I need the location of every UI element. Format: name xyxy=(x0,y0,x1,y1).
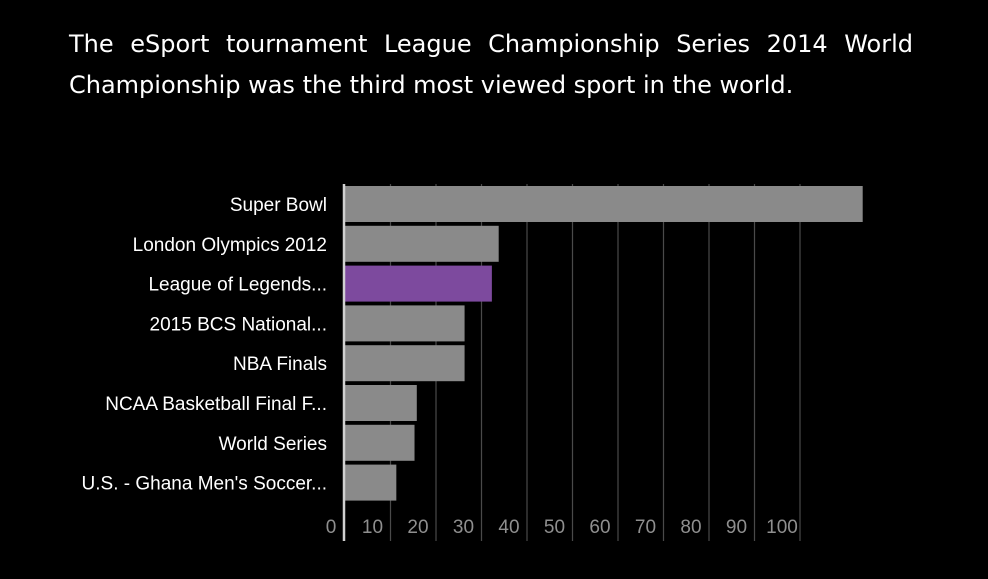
category-label: NBA Finals xyxy=(233,354,327,375)
category-labels: Super Bowl London Olympics 2012 League of … xyxy=(82,195,327,495)
x-tick-label: 40 xyxy=(498,517,519,538)
x-tick-label: 20 xyxy=(407,517,428,538)
x-tick-label: 90 xyxy=(726,517,747,538)
x-tick-label: 60 xyxy=(589,517,610,538)
gridlines xyxy=(389,184,801,541)
category-label: Super Bowl xyxy=(230,195,327,216)
category-label: London Olympics 2012 xyxy=(133,235,327,256)
x-tick-label: 30 xyxy=(453,517,474,538)
x-tick-label: 0 xyxy=(326,517,337,538)
bars xyxy=(344,186,863,501)
bar xyxy=(344,345,465,382)
category-label: NCAA Basketball Final F... xyxy=(105,394,327,415)
category-label: World Series xyxy=(219,434,327,455)
category-label: 2015 BCS National... xyxy=(150,314,327,335)
category-label: League of Legends... xyxy=(148,275,327,296)
bar xyxy=(344,305,465,342)
bar xyxy=(344,464,397,501)
bar xyxy=(344,424,415,461)
x-tick-label: 100 xyxy=(766,517,798,538)
x-tick-label: 10 xyxy=(362,517,383,538)
bar xyxy=(344,186,863,222)
x-tick-label: 70 xyxy=(635,517,656,538)
x-tick-label: 80 xyxy=(680,517,701,538)
headline: The eSport tournament League Championshi… xyxy=(69,30,913,99)
bar-highlighted xyxy=(344,265,492,302)
x-axis-ticks: 0 10 20 30 40 50 60 70 80 90 100 xyxy=(326,517,798,538)
x-tick-label: 50 xyxy=(544,517,565,538)
bar xyxy=(344,225,499,262)
bar xyxy=(344,385,417,421)
category-label: U.S. - Ghana Men's Soccer... xyxy=(82,474,327,495)
